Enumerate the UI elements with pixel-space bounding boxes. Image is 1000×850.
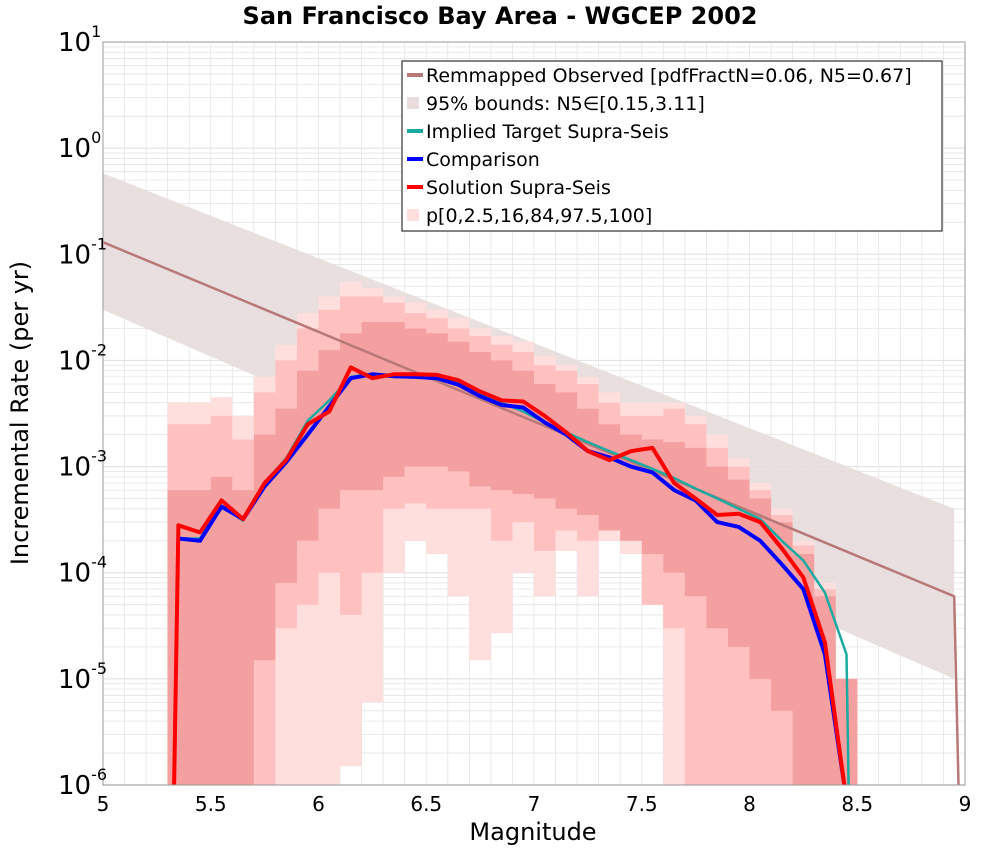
x-tick-label: 7 [528, 792, 541, 816]
x-tick-label: 8 [743, 792, 756, 816]
legend-label: Comparison [426, 149, 540, 171]
x-tick-label: 6 [312, 792, 325, 816]
y-axis-label: Incremental Rate (per yr) [6, 261, 34, 565]
y-tick-label: 10-2 [58, 340, 107, 376]
y-tick-label: 10-1 [58, 234, 107, 270]
legend-swatch [407, 97, 419, 109]
x-tick-label: 7.5 [626, 792, 658, 816]
percentile-bands [103, 173, 955, 785]
y-tick-label: 101 [58, 22, 101, 58]
legend-label: Implied Target Supra-Seis [426, 121, 669, 143]
chart-title: San Francisco Bay Area - WGCEP 2002 [243, 2, 758, 30]
y-tick-label: 10-5 [58, 659, 107, 695]
x-axis-ticks: 5 5.5 6 6.5 7 7.5 8 8.5 9 [97, 792, 972, 816]
y-axis-ticks: 101 100 10-1 10-2 10-3 10-4 10-5 10-6 [58, 22, 107, 801]
x-tick-label: 5.5 [195, 792, 227, 816]
legend-box [401, 60, 943, 232]
x-tick-label: 6.5 [410, 792, 442, 816]
x-tick-label: 8.5 [841, 792, 873, 816]
x-axis-label: Magnitude [469, 818, 596, 846]
plot-frame [102, 41, 966, 786]
y-tick-label: 100 [58, 128, 101, 164]
y-tick-label: 10-6 [58, 765, 107, 801]
percentile-band-16-84 [167, 322, 858, 785]
legend: Remmapped Observed [pdfFractN=0.06, N5=0… [401, 60, 943, 232]
legend-label: p[0,2.5,16,84,97.5,100] [426, 205, 652, 227]
y-tick-label: 10-4 [58, 553, 107, 589]
solution-line [172, 365, 847, 786]
legend-swatch [407, 209, 419, 221]
legend-label: 95% bounds: N5∈[0.15,3.11] [426, 93, 705, 115]
legend-label: Solution Supra-Seis [426, 177, 611, 199]
remapped-observed-line [102, 241, 960, 786]
x-tick-label: 9 [959, 792, 972, 816]
x-tick-label: 5 [97, 792, 110, 816]
legend-label: Remmapped Observed [pdfFractN=0.06, N5=0… [426, 65, 912, 87]
series-lines [102, 241, 960, 786]
y-tick-label: 10-3 [58, 447, 107, 483]
